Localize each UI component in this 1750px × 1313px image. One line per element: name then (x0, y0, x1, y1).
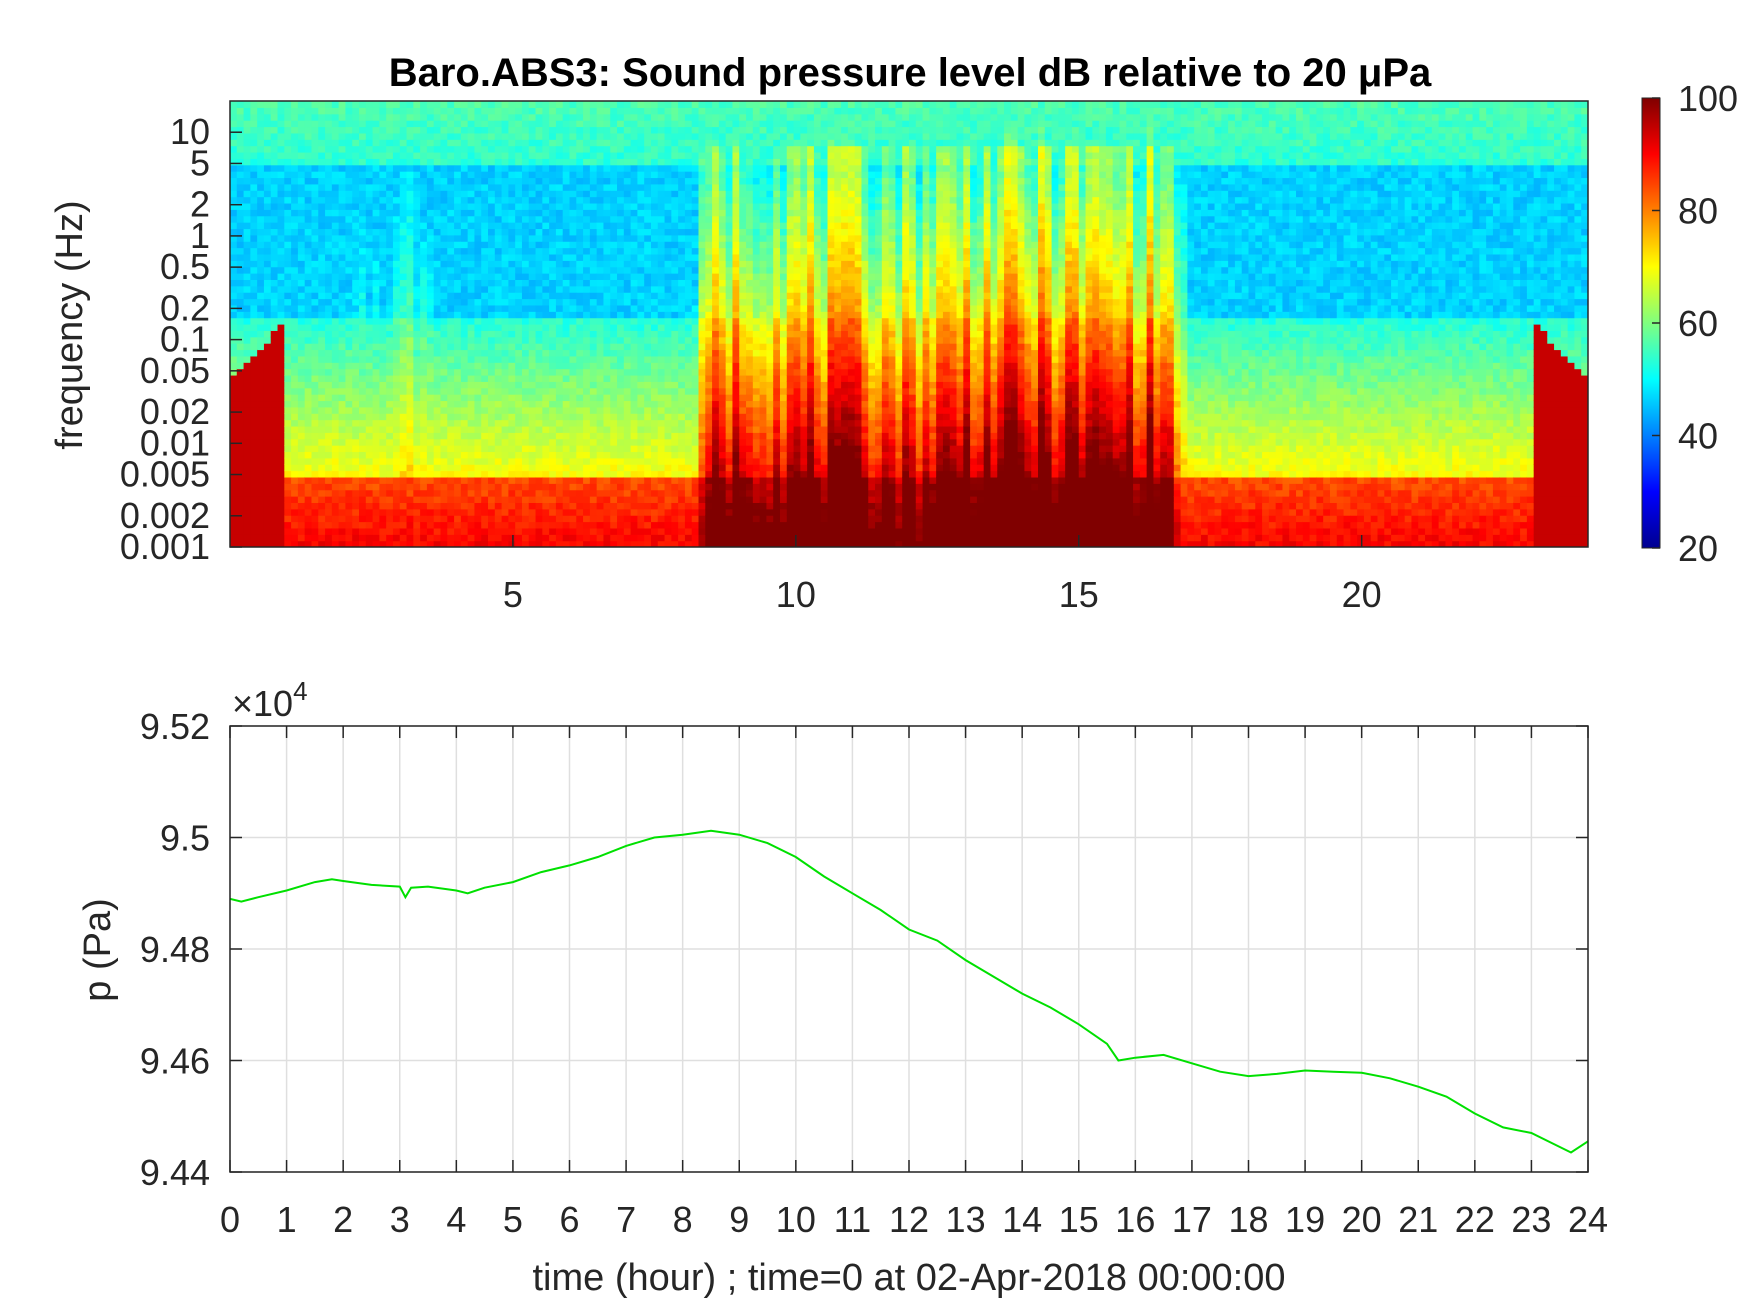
pressure-y-tick-label: 9.52 (140, 706, 210, 747)
colorbar-tick-label: 100 (1678, 78, 1738, 119)
pressure-x-tick-label: 16 (1115, 1199, 1155, 1240)
spectrogram-image (230, 101, 1588, 547)
pressure-x-tick-label: 22 (1455, 1199, 1495, 1240)
spectrogram-x-tick-label: 15 (1059, 574, 1099, 615)
pressure-x-tick-label: 15 (1059, 1199, 1099, 1240)
pressure-x-tick-label: 6 (559, 1199, 579, 1240)
spectrogram-y-tick-label: 1 (190, 215, 210, 256)
pressure-x-tick-label: 12 (889, 1199, 929, 1240)
spectrogram-y-tick-label: 0.2 (160, 287, 210, 328)
pressure-y-tick-label: 9.46 (140, 1041, 210, 1082)
pressure-x-tick-label: 11 (834, 1199, 871, 1240)
pressure-x-tick-label: 10 (776, 1199, 816, 1240)
pressure-x-tick-label: 20 (1342, 1199, 1382, 1240)
pressure-x-tick-label: 17 (1172, 1199, 1212, 1240)
spectrogram-y-label: frequency (Hz) (49, 200, 91, 449)
pressure-x-tick-label: 23 (1511, 1199, 1551, 1240)
pressure-x-tick-label: 14 (1002, 1199, 1042, 1240)
spectrogram-title: Baro.ABS3: Sound pressure level dB relat… (389, 51, 1432, 95)
spectrogram-y-tick-label: 0.05 (140, 350, 210, 391)
pressure-grid (229, 725, 1589, 1173)
spectrogram-y-tick-label: 0.005 (120, 454, 210, 495)
pressure-x-tick-label: 4 (446, 1199, 466, 1240)
pressure-exponent-label: ×104 (232, 676, 308, 724)
spectrogram-x-tick-label: 5 (503, 574, 523, 615)
spectrogram-y-tick-label: 10 (170, 111, 210, 152)
pressure-x-tick-label: 2 (333, 1199, 353, 1240)
pressure-x-tick-label: 21 (1398, 1199, 1438, 1240)
spectrogram-x-ticks: 5 10 15 20 (503, 535, 1382, 615)
spectrogram-x-tick-label: 10 (776, 574, 816, 615)
spectrogram-y-tick-label: 2 (190, 184, 210, 225)
pressure-x-tick-label: 1 (277, 1199, 297, 1240)
pressure-x-tick-label: 13 (946, 1199, 986, 1240)
pressure-series-line (230, 829, 1588, 1154)
colorbar-tick-label: 60 (1678, 303, 1718, 344)
pressure-y-ticks: 9.52 9.5 9.48 9.46 9.44 (140, 706, 1588, 1193)
pressure-x-tick-label: 18 (1228, 1199, 1268, 1240)
pressure-y-tick-label: 9.44 (140, 1152, 210, 1193)
pressure-x-tick-label: 8 (673, 1199, 693, 1240)
spectrogram-y-tick-label: 0.002 (120, 495, 210, 536)
pressure-x-tick-label: 0 (220, 1199, 240, 1240)
spectrogram-y-tick-label: 0.5 (160, 246, 210, 287)
pressure-y-tick-label: 9.5 (160, 818, 210, 859)
pressure-y-tick-label: 9.48 (140, 929, 210, 970)
pressure-x-label: time (hour) ; time=0 at 02-Apr-2018 00:0… (532, 1257, 1285, 1299)
pressure-x-ticks: 0 1 2 3 4 5 6 7 8 9 10 11 12 13 14 15 16 17 18 19 20 21 22 23 24 (220, 726, 1608, 1240)
colorbar-ticks: 100 80 60 40 20 (1652, 78, 1738, 569)
pressure-x-tick-label: 9 (729, 1199, 749, 1240)
pressure-x-tick-label: 5 (503, 1199, 523, 1240)
spectrogram-y-tick-label: 0.001 (120, 526, 210, 567)
spectrogram-y-tick-label: 0.1 (160, 319, 210, 360)
spectrogram-y-tick-label: 5 (190, 142, 210, 183)
spectrogram-x-tick-label: 20 (1342, 574, 1382, 615)
colorbar-tick-label: 80 (1678, 191, 1718, 232)
colorbar-tick-label: 40 (1678, 416, 1718, 457)
pressure-x-tick-label: 7 (616, 1199, 636, 1240)
spectrogram-y-ticks: 105210.50.20.10.050.020.010.0050.0020.00… (120, 111, 242, 567)
pressure-x-tick-label: 3 (390, 1199, 410, 1240)
pressure-x-tick-label: 19 (1285, 1199, 1325, 1240)
spectrogram-y-tick-label: 0.01 (140, 422, 210, 463)
pressure-y-label: p (Pa) (77, 898, 119, 1001)
pressure-x-tick-label: 24 (1568, 1199, 1608, 1240)
spectrogram-y-tick-label: 0.02 (140, 391, 210, 432)
spectrogram-frame (229, 100, 1589, 548)
colorbar-tick-label: 20 (1678, 528, 1718, 569)
